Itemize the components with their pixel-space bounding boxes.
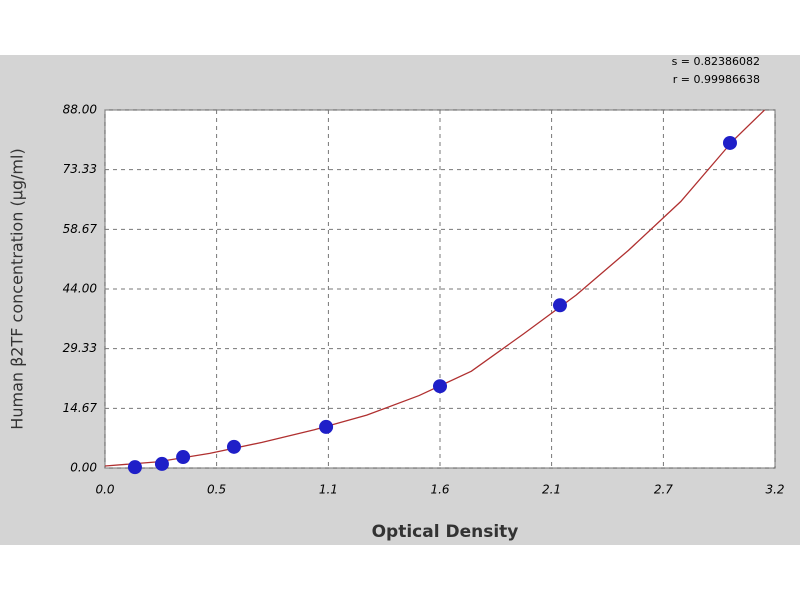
data-point: [319, 419, 334, 434]
x-tick-label: 2.7: [654, 483, 673, 497]
x-tick-label: 2.1: [542, 483, 561, 497]
x-axis-label: Optical Density: [372, 522, 519, 542]
x-tick-label: 1.1: [319, 483, 338, 497]
y-axis-label: Human β2TF concentration (μg/ml): [8, 148, 27, 429]
y-tick-label: 29.33: [63, 341, 97, 355]
data-point: [552, 298, 567, 313]
x-tick-label: 3.2: [765, 483, 784, 497]
data-point: [433, 379, 447, 394]
x-tick-label: 0.0: [95, 483, 114, 497]
x-tick-label: 0.5: [207, 483, 226, 497]
y-tick-label: 73.33: [63, 162, 97, 176]
x-tick-label: 1.6: [430, 483, 449, 497]
annotation: r = 0.99986638: [673, 73, 760, 86]
data-point: [154, 456, 169, 471]
data-point: [127, 460, 142, 475]
data-point: [722, 135, 737, 150]
y-tick-label: 14.67: [63, 401, 98, 415]
y-tick-label: 44.00: [63, 282, 98, 296]
y-tick-label: 0.00: [70, 461, 97, 475]
data-point: [176, 450, 191, 465]
annotation: s = 0.82386082: [672, 55, 760, 68]
y-tick-label: 88.00: [63, 103, 98, 117]
y-tick-label: 58.67: [63, 222, 98, 236]
data-point: [226, 439, 241, 454]
